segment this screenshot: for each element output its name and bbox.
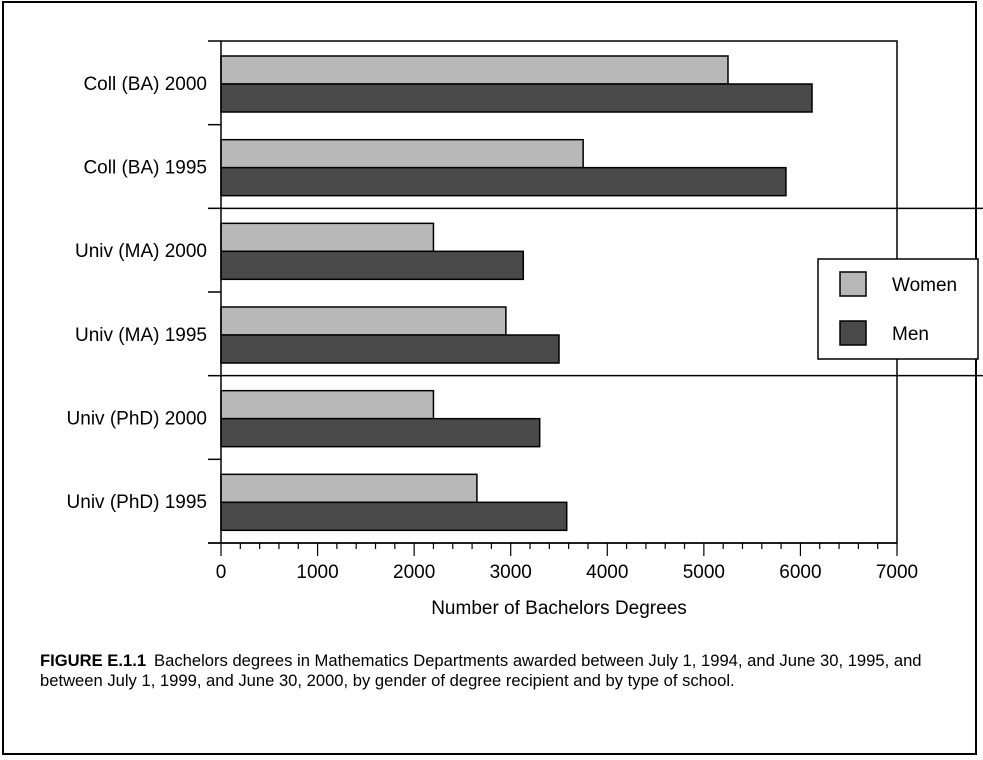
bar-men-5 (220, 501, 568, 532)
bar-women-3 (220, 306, 507, 336)
x-tick-label-7000: 7000 (876, 562, 918, 583)
legend-swatch-men (839, 320, 867, 346)
bar-men-1 (220, 166, 787, 197)
group-dividers (221, 207, 983, 377)
bar-men-0 (220, 83, 813, 113)
bar-women-0 (220, 55, 729, 85)
legend-label-men: Men (892, 324, 929, 345)
x-tick-label-1000: 1000 (296, 562, 338, 583)
caption-label: FIGURE E.1.1 (40, 651, 147, 670)
x-axis-label: Number of Bachelors Degrees (431, 598, 687, 619)
x-tick-label-5000: 5000 (683, 562, 725, 583)
bar-women-2 (220, 222, 435, 253)
bars-layer (220, 55, 813, 532)
x-tick-label-4000: 4000 (586, 562, 628, 583)
y-tick-label-1: Coll (BA) 1995 (83, 158, 207, 179)
figure-caption: FIGURE E.1.1 Bachelors degrees in Mathema… (40, 651, 970, 691)
x-tick-label-6000: 6000 (779, 562, 821, 583)
y-tick-label-2: Univ (MA) 2000 (75, 241, 207, 262)
legend-swatch-women (839, 271, 867, 297)
bar-women-4 (220, 389, 435, 420)
y-tick-label-0: Coll (BA) 2000 (83, 74, 207, 95)
y-axis: Coll (BA) 2000 Coll (BA) 1995 Univ (MA) 20… (67, 40, 221, 544)
bar-men-2 (220, 250, 525, 281)
legend: Women Men (817, 258, 979, 360)
legend-label-women: Women (892, 275, 957, 296)
bar-women-1 (220, 138, 584, 169)
x-tick-label-2000: 2000 (393, 562, 435, 583)
plot-area (220, 40, 898, 544)
bar-men-3 (220, 334, 560, 364)
y-tick-label-4: Univ (PhD) 2000 (67, 409, 207, 430)
y-tick-label-3: Univ (MA) 1995 (75, 325, 207, 346)
caption-text: Bachelors degrees in Mathematics Departm… (40, 651, 922, 690)
bar-chart: Coll (BA) 2000 Coll (BA) 1995 Univ (MA) 20… (67, 40, 983, 619)
x-axis: 0 1000 2000 3000 4000 5000 6000 7000 (208, 542, 918, 583)
x-tick-label-3000: 3000 (490, 562, 532, 583)
bar-women-5 (220, 473, 478, 504)
y-tick-label-5: Univ (PhD) 1995 (67, 492, 207, 513)
bar-men-4 (220, 417, 541, 448)
x-tick-label-0: 0 (216, 562, 227, 583)
